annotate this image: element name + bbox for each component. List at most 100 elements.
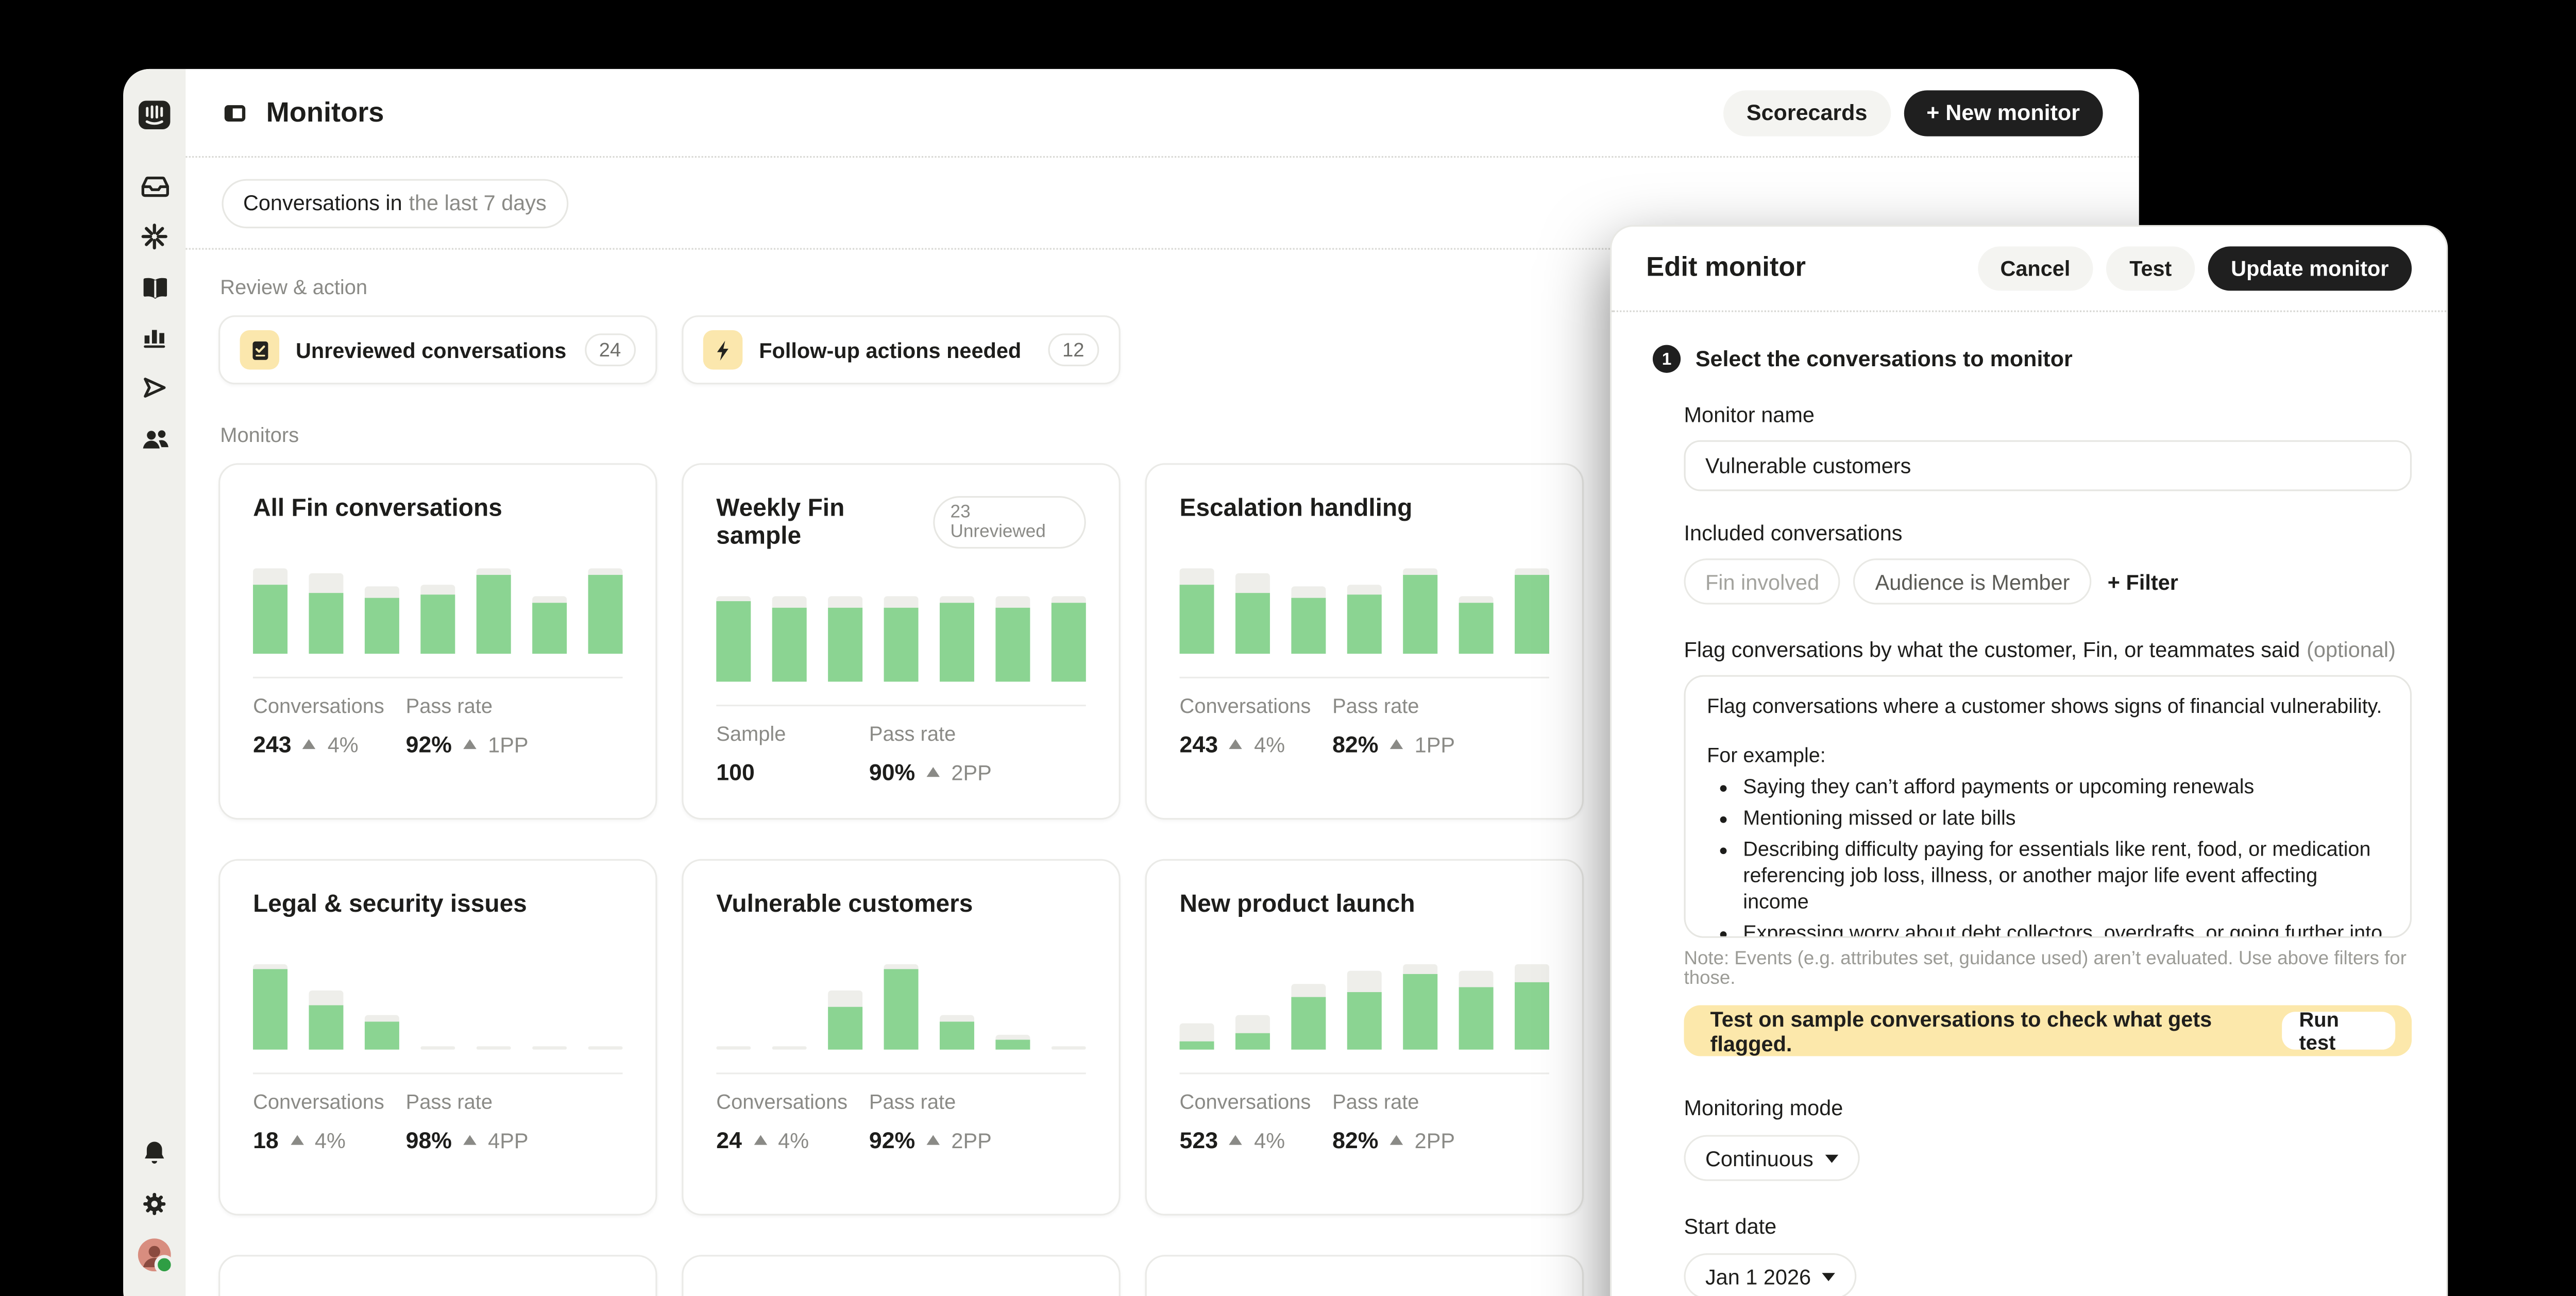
new-monitor-button[interactable]: + New monitor (1903, 89, 2103, 136)
bar (884, 596, 919, 682)
monitor-card[interactable]: All Fin conversations Conversations 243 … (218, 463, 657, 820)
outbound-send-icon[interactable] (137, 369, 173, 405)
stat-delta: 4% (1254, 731, 1285, 757)
stat-label: Pass rate (1332, 694, 1419, 718)
bar (253, 568, 288, 654)
trend-up-icon (290, 1135, 303, 1145)
monitor-card[interactable]: Escalation handling Conversations 243 4%… (1145, 463, 1584, 820)
add-filter-button[interactable]: + Filter (2107, 569, 2178, 594)
card-divider (253, 676, 623, 678)
notifications-bell-icon[interactable] (137, 1135, 173, 1171)
follow-up-actions-card[interactable]: Follow-up actions needed 12 (682, 315, 1121, 385)
bar (1347, 568, 1382, 654)
monitor-card[interactable]: Legal & security issues Conversations 18… (218, 859, 657, 1216)
bar (1403, 964, 1438, 1050)
review-action-row: Unreviewed conversations 24 Follow-up ac… (218, 315, 2103, 385)
stat-value: 82% (1332, 1127, 1379, 1153)
monitor-bar-chart (1179, 964, 1550, 1050)
step-number-badge: 1 (1652, 345, 1681, 373)
bar (1179, 568, 1214, 654)
contacts-people-icon[interactable] (137, 420, 173, 456)
flag-conversations-label: Flag conversations by what the customer,… (1684, 637, 2300, 662)
bar (1403, 568, 1438, 654)
start-date-label: Start date (1684, 1214, 1777, 1239)
unreviewed-badge: 23 Unreviewed (934, 496, 1086, 549)
trend-up-icon (753, 1135, 767, 1145)
bar (476, 964, 511, 1050)
bar (309, 964, 344, 1050)
stat-label: Pass rate (869, 723, 956, 746)
stat-label: Pass rate (405, 1090, 493, 1114)
stat-value: 90% (869, 759, 916, 786)
knowledge-book-icon[interactable] (137, 269, 173, 305)
user-avatar[interactable] (137, 1237, 175, 1275)
monitor-card[interactable] (218, 1255, 657, 1296)
stat-label: Conversations (1179, 694, 1311, 718)
bar (1179, 964, 1214, 1050)
intercom-logo-icon[interactable] (137, 97, 173, 133)
conversations-range-filter[interactable]: Conversations in the last 7 days (222, 178, 568, 228)
bar (1235, 568, 1270, 654)
bar (1291, 964, 1326, 1050)
edit-panel-body: 1 Select the conversations to monitor Mo… (1612, 312, 2446, 1296)
bar (939, 596, 974, 682)
start-date-select[interactable]: Jan 1 2026 (1684, 1253, 1857, 1296)
stat-delta: 4PP (488, 1128, 529, 1152)
monitor-name-input[interactable]: Vulnerable customers (1684, 440, 2412, 491)
monitoring-mode-select[interactable]: Continuous (1684, 1135, 1860, 1181)
monitor-card-title: Weekly Fin sample (716, 494, 845, 551)
flag-example-heading: For example: (1707, 744, 1826, 768)
action-card-count: 24 (584, 333, 636, 367)
bar (1291, 568, 1326, 654)
stat-label: Conversations (1179, 1090, 1311, 1114)
monitor-card-title: All Fin conversations (253, 494, 502, 523)
test-button[interactable]: Test (2106, 246, 2195, 291)
bar (588, 964, 623, 1050)
scorecards-button[interactable]: Scorecards (1723, 89, 1891, 136)
unreviewed-conversations-card[interactable]: Unreviewed conversations 24 (218, 315, 657, 385)
step-1-heading: 1 Select the conversations to monitor (1652, 345, 2412, 373)
flag-bullet: Expressing worry about debt collectors, … (1743, 920, 2388, 936)
stat-delta: 1PP (488, 731, 529, 757)
card-divider (716, 704, 1086, 707)
task-check-icon (240, 330, 280, 370)
monitoring-mode-label: Monitoring mode (1684, 1095, 1843, 1120)
stat-value: 18 (253, 1127, 279, 1153)
monitors-page-icon (222, 99, 248, 126)
trend-up-icon (302, 739, 316, 749)
monitors-grid: All Fin conversations Conversations 243 … (218, 463, 2103, 1296)
bar (828, 964, 863, 1050)
bar (772, 964, 807, 1050)
included-filters-row: Fin involved Audience is Member + Filter (1684, 558, 2412, 605)
fin-involved-chip[interactable]: Fin involved (1684, 558, 1841, 605)
monitor-bar-chart (716, 964, 1086, 1050)
monitor-card-title: Legal & security issues (253, 890, 527, 918)
reports-chart-icon[interactable] (137, 319, 173, 355)
monitor-card[interactable]: Vulnerable customers Conversations 24 4%… (682, 859, 1121, 1216)
trend-up-icon (1229, 1135, 1243, 1145)
inbox-icon[interactable] (137, 167, 173, 203)
run-test-button[interactable]: Run test (2282, 1008, 2396, 1054)
audience-member-chip[interactable]: Audience is Member (1854, 558, 2091, 605)
stat-delta: 2PP (951, 1128, 992, 1152)
bar (1515, 964, 1550, 1050)
monitor-card[interactable]: Weekly Fin sample 23 Unreviewed Sample 1… (682, 463, 1121, 820)
fin-ai-icon[interactable] (137, 218, 173, 254)
monitor-card[interactable] (682, 1255, 1121, 1296)
settings-gear-icon[interactable] (137, 1186, 173, 1222)
stat-label: Sample (716, 723, 786, 746)
optional-hint: (optional) (2307, 637, 2396, 662)
review-action-section-label: Review & action (220, 276, 368, 299)
monitor-card[interactable]: New product launch Conversations 523 4% … (1145, 859, 1584, 1216)
cancel-button[interactable]: Cancel (1977, 246, 2094, 291)
bar (1515, 568, 1550, 654)
chevron-down-icon (1822, 1272, 1836, 1281)
edit-panel-title: Edit monitor (1646, 253, 1806, 283)
flag-prompt-textarea[interactable]: Flag conversations where a customer show… (1684, 675, 2412, 938)
monitoring-mode-value: Continuous (1705, 1146, 1814, 1171)
stat-delta: 2PP (951, 759, 992, 785)
monitor-card[interactable] (1145, 1255, 1584, 1296)
update-monitor-button[interactable]: Update monitor (2208, 246, 2412, 291)
bar (420, 568, 455, 654)
